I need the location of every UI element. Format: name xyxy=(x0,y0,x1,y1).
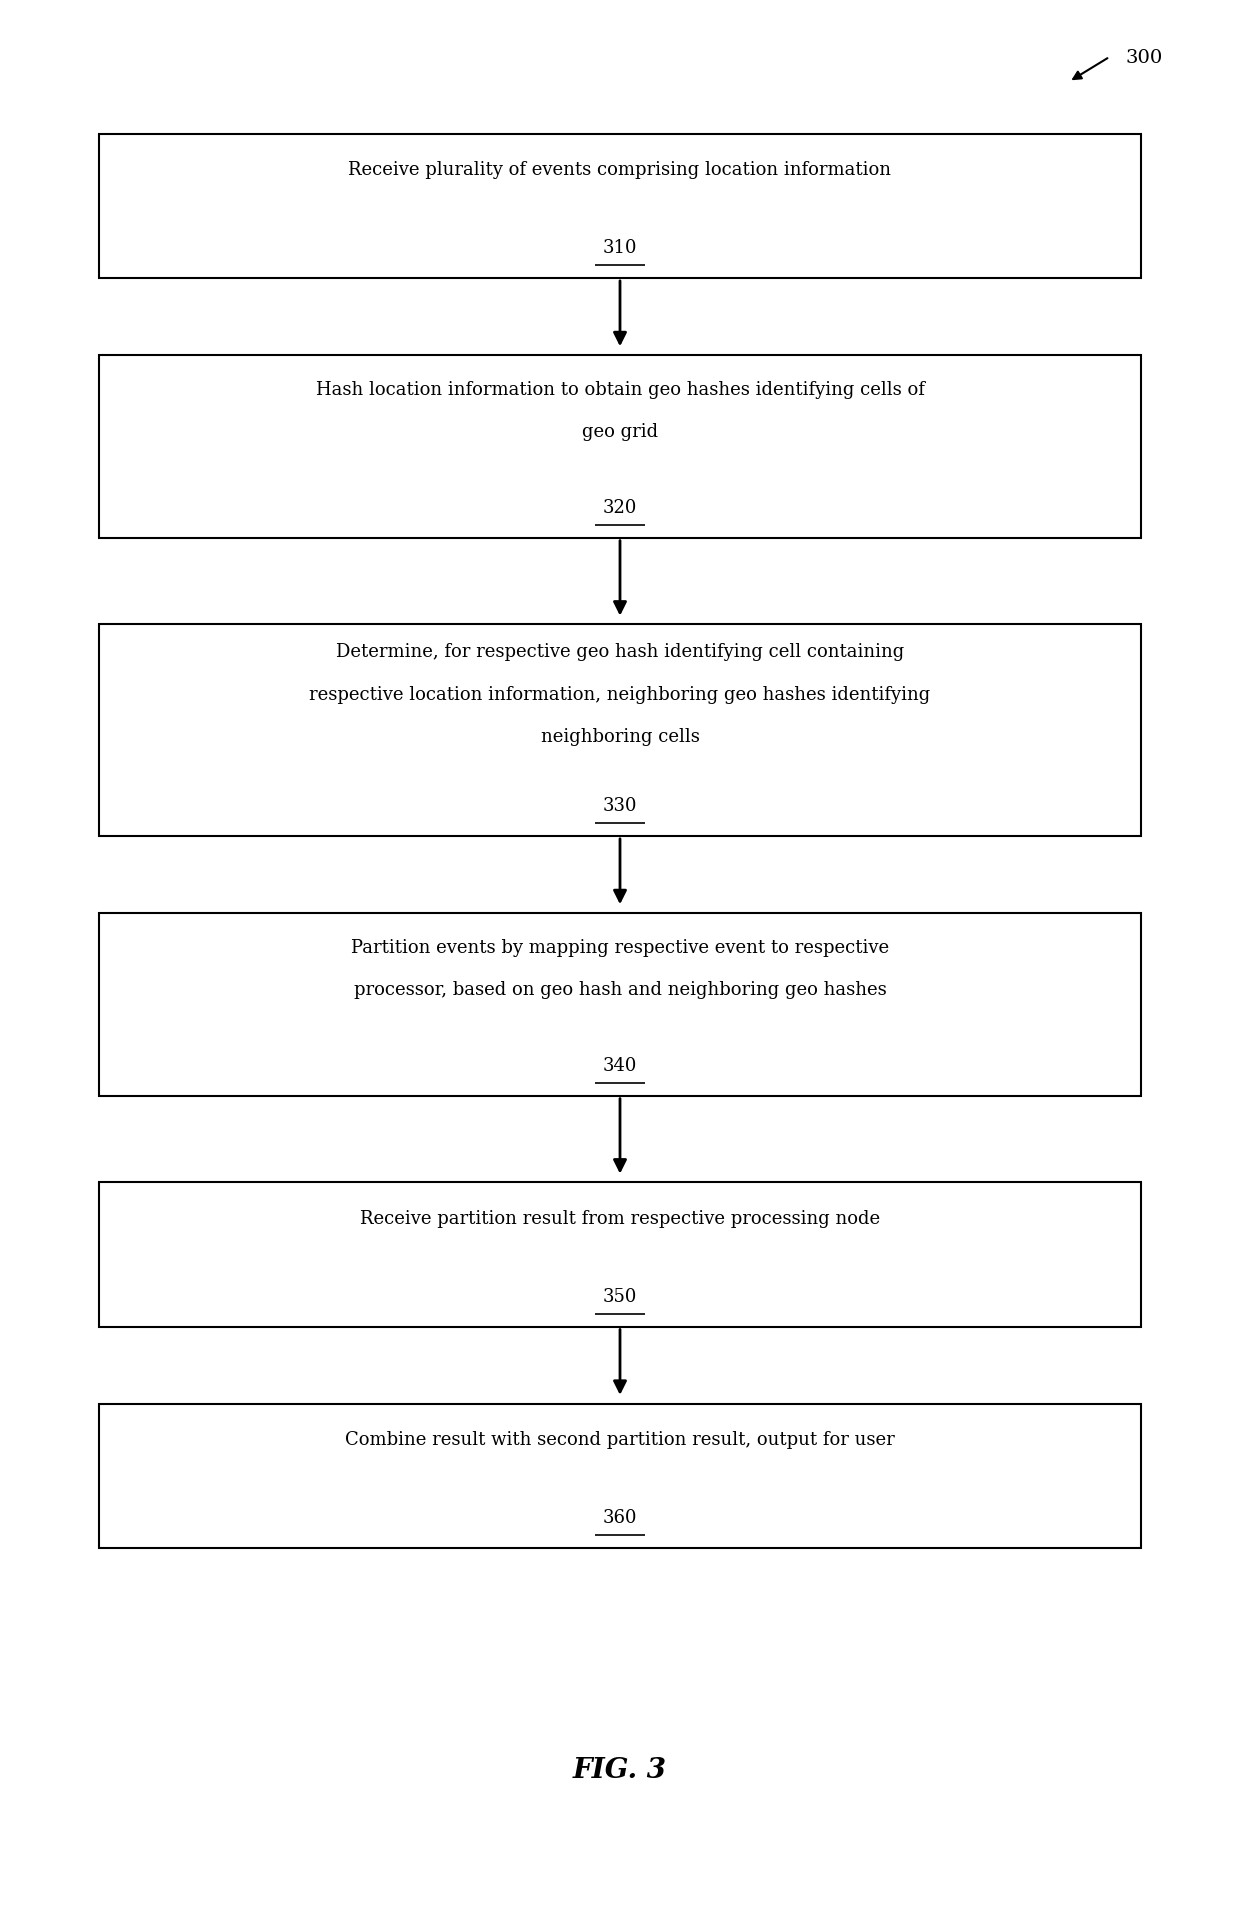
Text: 330: 330 xyxy=(603,796,637,815)
FancyBboxPatch shape xyxy=(99,1404,1141,1548)
Text: FIG. 3: FIG. 3 xyxy=(573,1756,667,1783)
Text: 310: 310 xyxy=(603,238,637,258)
Text: Hash location information to obtain geo hashes identifying cells of: Hash location information to obtain geo … xyxy=(315,381,925,398)
Text: 300: 300 xyxy=(1126,48,1163,67)
FancyBboxPatch shape xyxy=(99,625,1141,837)
Text: Determine, for respective geo hash identifying cell containing: Determine, for respective geo hash ident… xyxy=(336,642,904,662)
Text: neighboring cells: neighboring cells xyxy=(541,727,699,746)
Text: processor, based on geo hash and neighboring geo hashes: processor, based on geo hash and neighbo… xyxy=(353,981,887,998)
Text: geo grid: geo grid xyxy=(582,423,658,440)
Text: Receive partition result from respective processing node: Receive partition result from respective… xyxy=(360,1210,880,1227)
Text: respective location information, neighboring geo hashes identifying: respective location information, neighbo… xyxy=(309,685,931,704)
Text: Combine result with second partition result, output for user: Combine result with second partition res… xyxy=(345,1431,895,1448)
FancyBboxPatch shape xyxy=(99,135,1141,279)
FancyBboxPatch shape xyxy=(99,1183,1141,1327)
Text: 350: 350 xyxy=(603,1286,637,1306)
FancyBboxPatch shape xyxy=(99,356,1141,538)
Text: 340: 340 xyxy=(603,1056,637,1075)
FancyBboxPatch shape xyxy=(99,913,1141,1096)
Text: Partition events by mapping respective event to respective: Partition events by mapping respective e… xyxy=(351,938,889,956)
Text: 320: 320 xyxy=(603,498,637,517)
Text: 360: 360 xyxy=(603,1508,637,1527)
Text: Receive plurality of events comprising location information: Receive plurality of events comprising l… xyxy=(348,162,892,179)
